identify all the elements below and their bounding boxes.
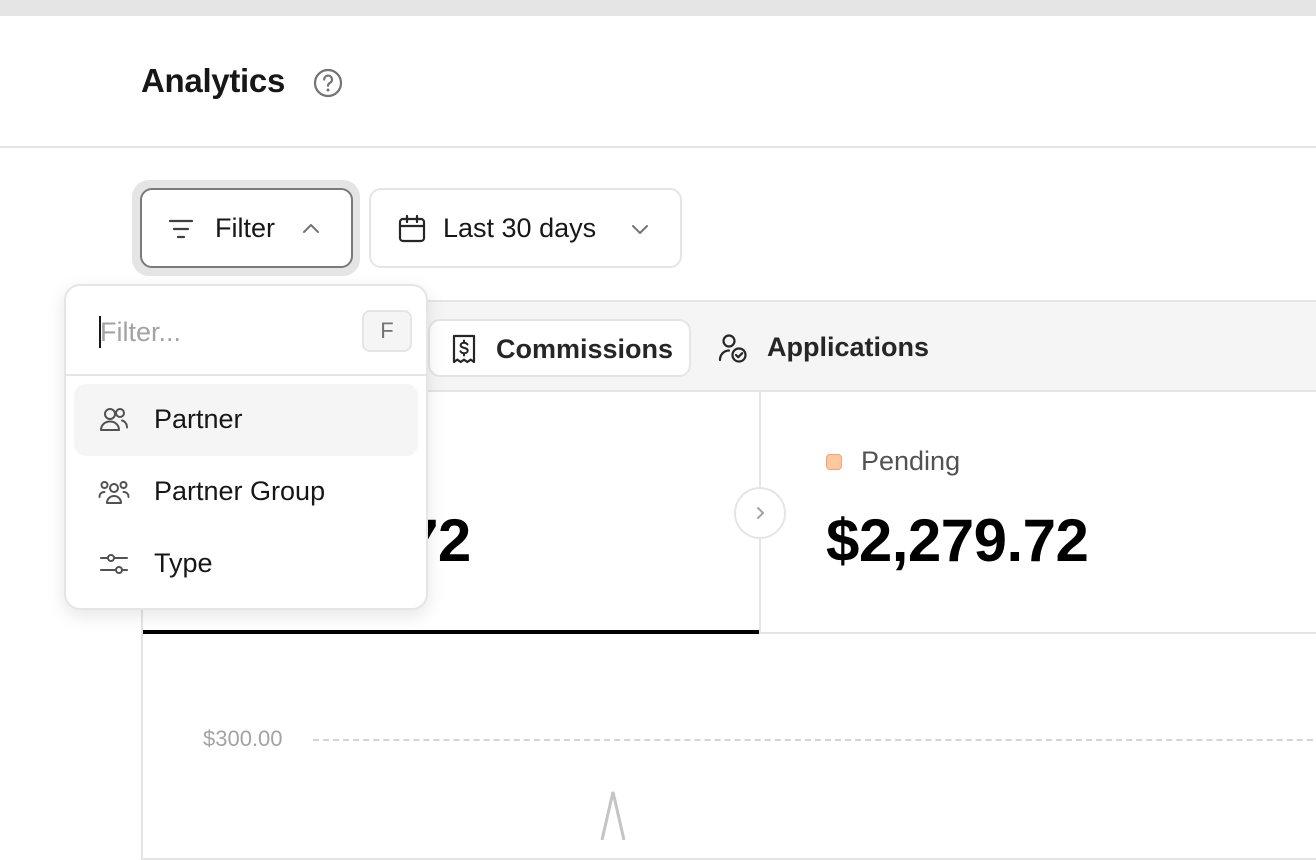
chevron-up-icon: [303, 224, 319, 233]
users-icon: [100, 408, 128, 431]
pending-value: $2,279.72: [826, 507, 1089, 574]
filter-dropdown: F Partner Partner Group Type: [64, 284, 428, 610]
filter-search-input[interactable]: [100, 312, 350, 352]
filter-option-label: Partner: [154, 404, 243, 434]
next-metric-button[interactable]: [734, 487, 786, 539]
chart-y-tick-label: $300.00: [203, 726, 283, 751]
keyboard-shortcut-badge: F: [362, 310, 412, 352]
date-range-button[interactable]: Last 30 days: [369, 188, 682, 268]
receipt-dollar-icon: [452, 334, 476, 364]
tab-commissions-label: Commissions: [496, 334, 674, 364]
filter-search-area: F: [66, 286, 426, 376]
filter-option-type[interactable]: Type: [74, 528, 418, 600]
chevron-down-icon: [632, 225, 648, 234]
filter-option-label: Type: [154, 548, 213, 578]
pending-label: Pending: [861, 446, 961, 476]
filter-button-label: Filter: [215, 213, 275, 243]
chevron-right-icon: [757, 507, 764, 519]
filter-option-label: Partner Group: [154, 476, 326, 506]
tab-applications-label: Applications: [767, 332, 930, 362]
tab-commissions[interactable]: Commissions: [428, 319, 691, 377]
filter-option-partner-group[interactable]: Partner Group: [74, 456, 418, 528]
filter-button[interactable]: Filter: [140, 188, 353, 268]
pending-color-swatch: [826, 454, 842, 470]
page-title: Analytics: [141, 62, 286, 99]
user-check-icon: [718, 334, 747, 363]
page-header: Analytics: [0, 16, 1316, 148]
user-group-icon: [98, 481, 130, 504]
tab-applications[interactable]: Applications: [717, 319, 967, 377]
chart-line-spike: [600, 791, 626, 840]
filter-option-partner[interactable]: Partner: [74, 384, 418, 456]
metric-card-pending[interactable]: Pending $2,279.72: [759, 392, 1316, 634]
chart-gridline: [313, 739, 1316, 741]
help-circle-icon[interactable]: [312, 67, 344, 99]
calendar-icon: [398, 214, 426, 243]
window-top-strip: [0, 0, 1316, 16]
date-range-label: Last 30 days: [443, 213, 597, 243]
sliders-icon: [100, 554, 128, 574]
filter-lines-icon: [168, 219, 194, 239]
